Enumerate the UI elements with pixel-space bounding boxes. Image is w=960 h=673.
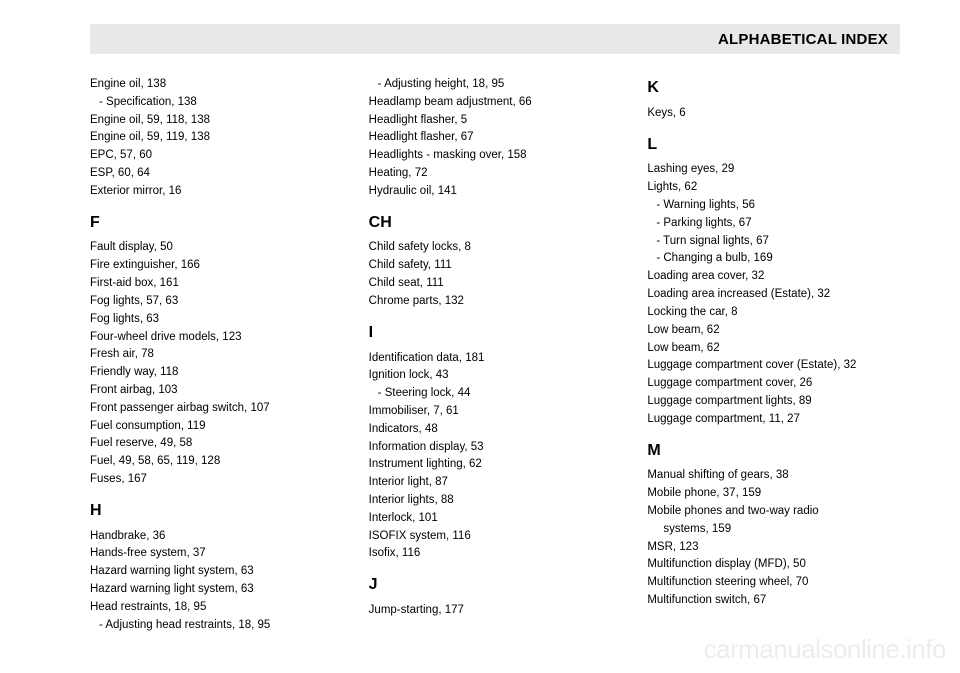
index-entry: Luggage compartment cover, 26 [647,375,900,393]
letter-heading-h: H [90,499,343,524]
index-entry: Immobiliser, 7, 61 [369,403,622,421]
index-entry: Adjusting head restraints, 18, 95 [90,617,343,635]
index-entry: Headlamp beam adjustment, 66 [369,94,622,112]
page-title: ALPHABETICAL INDEX [718,31,888,48]
index-entry: Changing a bulb, 169 [647,250,900,268]
index-entry: Headlight flasher, 67 [369,129,622,147]
index-entry: Keys, 6 [647,105,900,123]
index-entry: Heating, 72 [369,165,622,183]
index-entry: Four-wheel drive models, 123 [90,329,343,347]
index-entry: Mobile phone, 37, 159 [647,485,900,503]
index-entry: Mobile phones and two-way radio [647,503,900,521]
index-entry: Hands-free system, 37 [90,545,343,563]
index-entry: MSR, 123 [647,539,900,557]
index-columns: Engine oil, 138Specification, 138Engine … [90,76,900,635]
index-entry: Child safety, 111 [369,257,622,275]
index-entry: Low beam, 62 [647,322,900,340]
index-entry: Instrument lighting, 62 [369,456,622,474]
column-2: Adjusting height, 18, 95Headlamp beam ad… [369,76,622,635]
index-entry: Identification data, 181 [369,350,622,368]
index-entry: Child seat, 111 [369,275,622,293]
column-3: K Keys, 6 L Lashing eyes, 29Lights, 62Wa… [647,76,900,635]
header-bar: ALPHABETICAL INDEX [90,24,900,54]
index-entry: Interior light, 87 [369,474,622,492]
letter-heading-l: L [647,133,900,158]
index-entry: Indicators, 48 [369,421,622,439]
letter-heading-i: I [369,321,622,346]
index-entry: Luggage compartment cover (Estate), 32 [647,357,900,375]
page-content: ALPHABETICAL INDEX Engine oil, 138Specif… [0,0,960,655]
index-entry: Loading area cover, 32 [647,268,900,286]
index-entry: Interlock, 101 [369,510,622,528]
letter-heading-k: K [647,76,900,101]
index-entry: Steering lock, 44 [369,385,622,403]
index-entry: Fuel consumption, 119 [90,418,343,436]
index-entry: Fuses, 167 [90,471,343,489]
index-entry: Turn signal lights, 67 [647,233,900,251]
index-entry: Headlight flasher, 5 [369,112,622,130]
index-entry: Hazard warning light system, 63 [90,581,343,599]
index-entry: Exterior mirror, 16 [90,183,343,201]
index-entry: Lashing eyes, 29 [647,161,900,179]
index-entry: Interior lights, 88 [369,492,622,510]
index-entry: Luggage compartment lights, 89 [647,393,900,411]
index-entry: Multifunction switch, 67 [647,592,900,610]
index-entry: Manual shifting of gears, 38 [647,467,900,485]
index-entry: Hydraulic oil, 141 [369,183,622,201]
index-entry: ISOFIX system, 116 [369,528,622,546]
index-entry: Engine oil, 59, 118, 138 [90,112,343,130]
index-entry: ESP, 60, 64 [90,165,343,183]
index-entry: Information display, 53 [369,439,622,457]
index-entry: Luggage compartment, 11, 27 [647,411,900,429]
letter-heading-m: M [647,439,900,464]
index-entry: Warning lights, 56 [647,197,900,215]
index-entry: Adjusting height, 18, 95 [369,76,622,94]
index-entry: Jump-starting, 177 [369,602,622,620]
letter-heading-j: J [369,573,622,598]
index-entry: Fault display, 50 [90,239,343,257]
index-entry: Fire extinguisher, 166 [90,257,343,275]
index-entry: Fuel, 49, 58, 65, 119, 128 [90,453,343,471]
column-1: Engine oil, 138Specification, 138Engine … [90,76,343,635]
index-entry: Specification, 138 [90,94,343,112]
index-entry: Isofix, 116 [369,545,622,563]
index-entry: EPC, 57, 60 [90,147,343,165]
index-entry: systems, 159 [647,521,900,539]
index-entry: Engine oil, 59, 119, 138 [90,129,343,147]
index-entry: Lights, 62 [647,179,900,197]
index-entry: Friendly way, 118 [90,364,343,382]
index-entry: Front airbag, 103 [90,382,343,400]
index-entry: Fuel reserve, 49, 58 [90,435,343,453]
index-entry: Fresh air, 78 [90,346,343,364]
index-entry: Low beam, 62 [647,340,900,358]
index-entry: Multifunction display (MFD), 50 [647,556,900,574]
index-entry: Engine oil, 138 [90,76,343,94]
index-entry: Headlights - masking over, 158 [369,147,622,165]
index-entry: Fog lights, 63 [90,311,343,329]
index-entry: Head restraints, 18, 95 [90,599,343,617]
index-entry: Front passenger airbag switch, 107 [90,400,343,418]
index-entry: Locking the car, 8 [647,304,900,322]
index-entry: Chrome parts, 132 [369,293,622,311]
index-entry: First-aid box, 161 [90,275,343,293]
index-entry: Child safety locks, 8 [369,239,622,257]
index-entry: Parking lights, 67 [647,215,900,233]
index-entry: Hazard warning light system, 63 [90,563,343,581]
letter-heading-ch: CH [369,211,622,236]
letter-heading-f: F [90,211,343,236]
index-entry: Ignition lock, 43 [369,367,622,385]
index-entry: Handbrake, 36 [90,528,343,546]
index-entry: Multifunction steering wheel, 70 [647,574,900,592]
index-entry: Fog lights, 57, 63 [90,293,343,311]
index-entry: Loading area increased (Estate), 32 [647,286,900,304]
